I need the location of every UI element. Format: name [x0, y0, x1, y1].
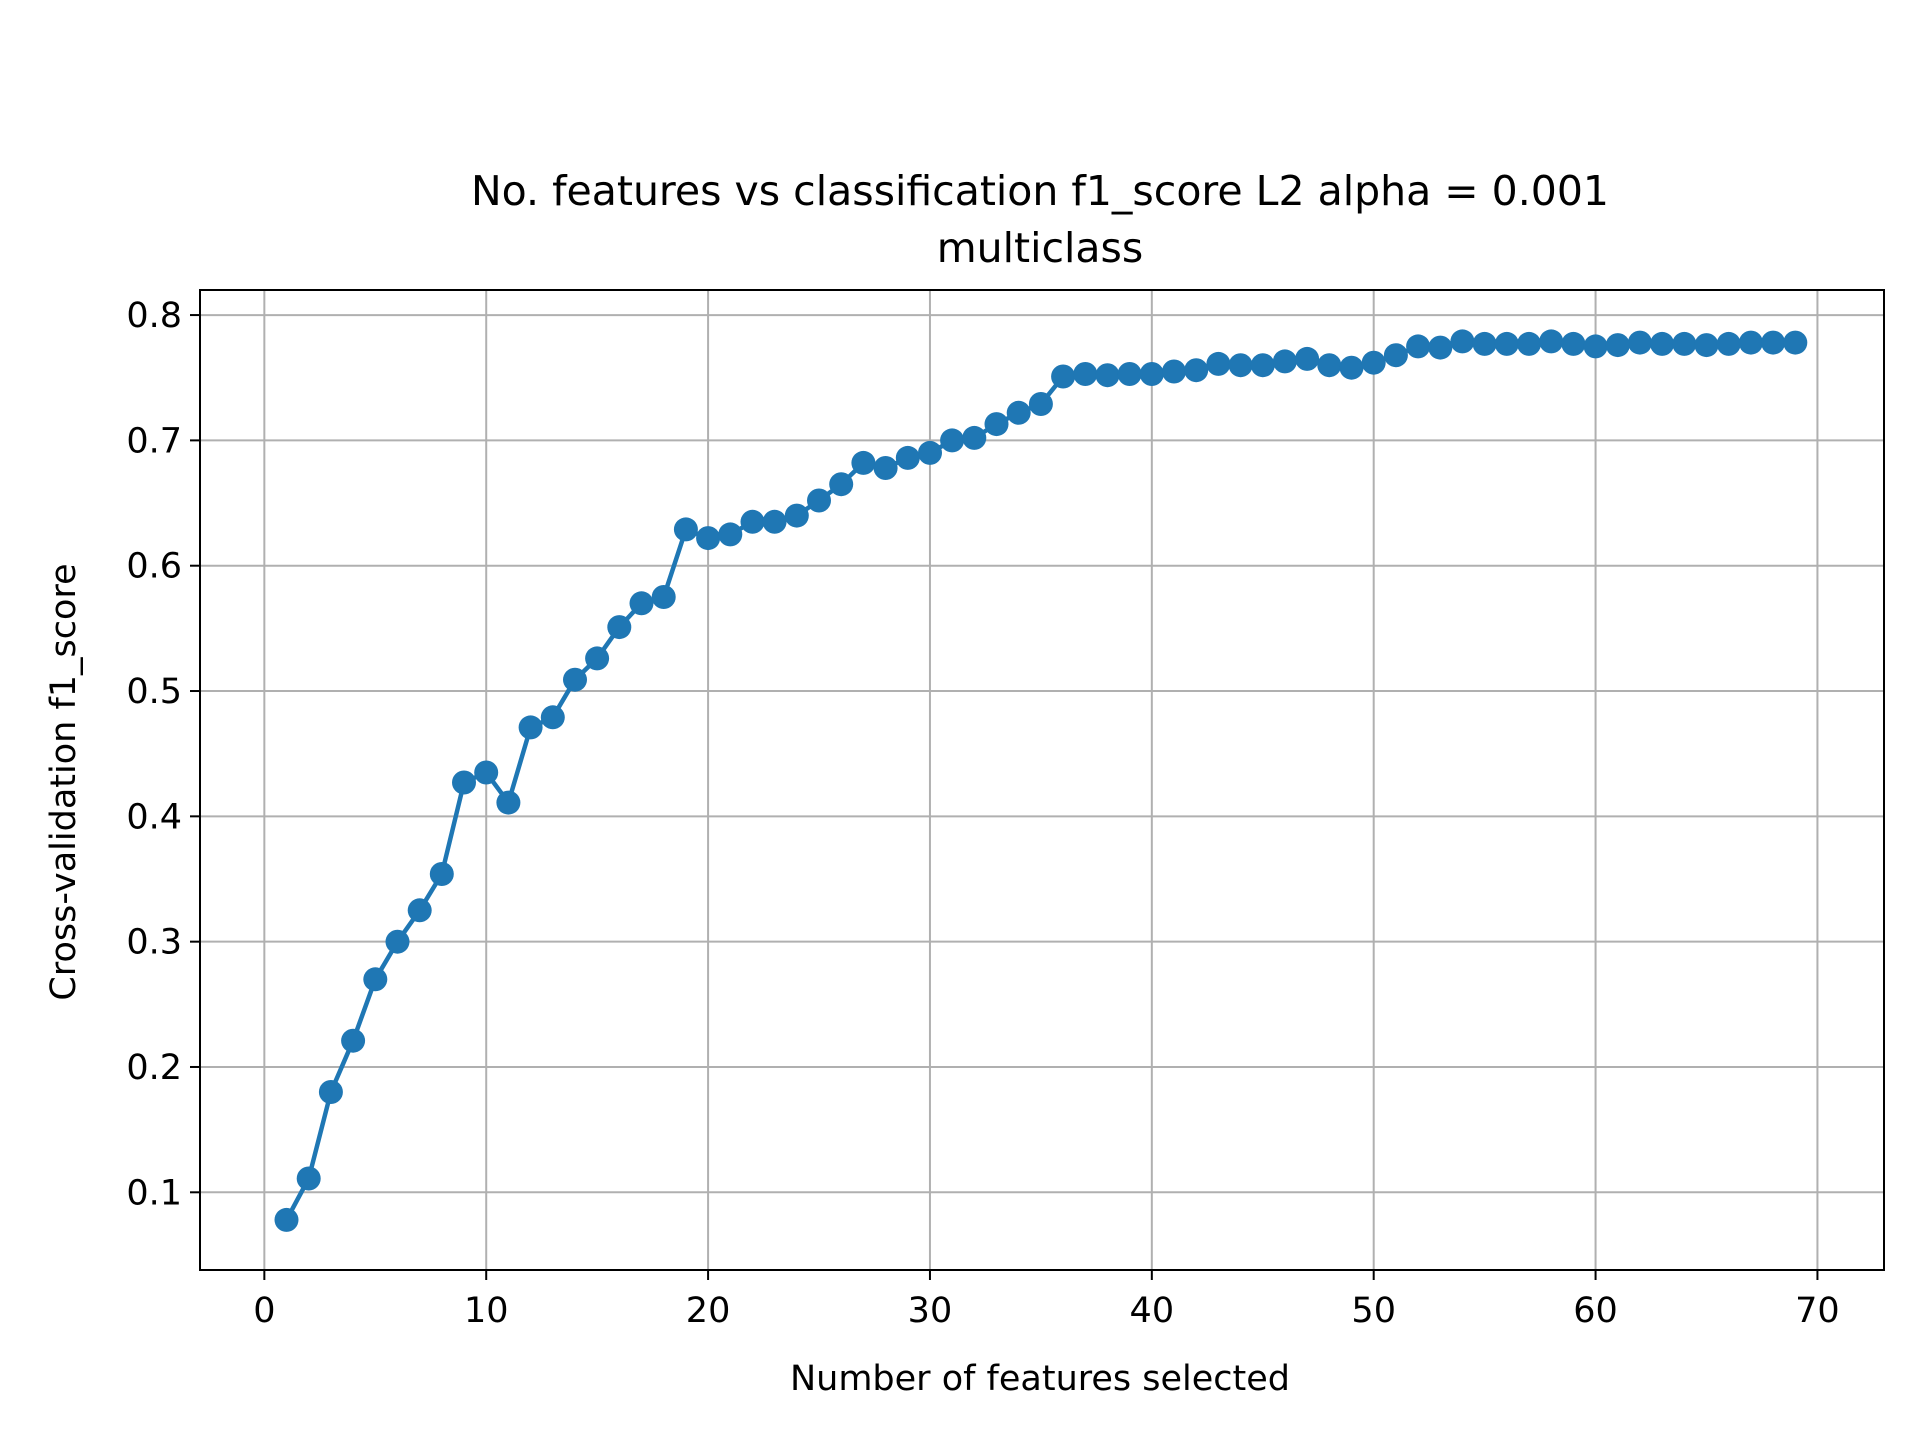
data-point: [1361, 350, 1386, 375]
data-point: [1073, 362, 1098, 386]
data-point: [807, 488, 831, 513]
series-layer: [274, 329, 1808, 1232]
data-point: [385, 929, 410, 954]
data-point: [918, 440, 942, 465]
data-point: [429, 862, 454, 886]
data-point: [784, 503, 809, 528]
data-point: [1472, 331, 1497, 356]
data-point: [1139, 362, 1164, 386]
data-point: [1206, 351, 1231, 376]
data-point: [1428, 335, 1453, 360]
data-point: [895, 445, 920, 470]
data-point: [1783, 330, 1808, 355]
data-point: [607, 615, 632, 640]
data-point: [718, 522, 743, 547]
data-point: [1672, 331, 1697, 356]
data-point: [540, 705, 565, 730]
data-point: [1295, 346, 1320, 371]
x-tick-label: 50: [1351, 1291, 1396, 1331]
data-point: [1539, 329, 1564, 354]
data-point: [496, 790, 521, 815]
x-tick-label: 70: [1795, 1291, 1840, 1331]
data-point: [1494, 331, 1519, 356]
data-point: [363, 967, 388, 992]
data-point: [1051, 364, 1076, 389]
y-tick-label: 0.1: [126, 1173, 182, 1213]
x-tick-label: 30: [908, 1291, 953, 1331]
data-point: [696, 526, 721, 551]
data-point: [1450, 329, 1475, 354]
data-point: [1250, 353, 1275, 378]
x-tick-label: 10: [464, 1291, 509, 1331]
data-point: [585, 646, 610, 671]
data-point: [518, 715, 543, 740]
data-point: [962, 425, 987, 450]
data-point: [1339, 355, 1364, 380]
y-tick-label: 0.6: [126, 547, 182, 587]
data-point: [1627, 330, 1652, 355]
chart-subtitle: multiclass: [937, 224, 1144, 272]
data-point: [740, 509, 765, 534]
data-point: [1095, 363, 1120, 388]
data-point: [1517, 331, 1541, 356]
data-point: [651, 585, 676, 609]
data-point: [1317, 353, 1342, 378]
data-point: [1738, 330, 1763, 355]
data-point: [1184, 358, 1209, 383]
data-point: [1383, 343, 1408, 368]
data-point: [851, 450, 876, 475]
data-point: [984, 412, 1009, 437]
data-point: [1561, 331, 1586, 356]
data-point: [1162, 359, 1186, 384]
data-point: [1650, 331, 1675, 356]
data-point: [1605, 333, 1630, 358]
y-tick-label: 0.8: [126, 296, 182, 336]
data-point: [762, 509, 787, 534]
y-tick-label: 0.2: [126, 1048, 182, 1088]
x-tick-label: 0: [253, 1291, 275, 1331]
y-tick-label: 0.7: [126, 421, 182, 461]
plot-frame: [199, 289, 1885, 1271]
data-point: [1716, 331, 1741, 356]
axes: [190, 289, 1885, 1280]
y-tick-label: 0.3: [126, 923, 182, 963]
data-point: [629, 591, 654, 616]
data-point: [1272, 349, 1297, 374]
data-point: [1117, 362, 1142, 386]
y-tick-label: 0.4: [126, 797, 182, 837]
grid-lines: [200, 290, 1884, 1270]
data-point: [1761, 330, 1786, 355]
data-point: [1694, 333, 1719, 358]
data-point: [940, 428, 965, 453]
x-tick-label: 20: [686, 1291, 731, 1331]
data-point: [407, 898, 432, 923]
data-point: [341, 1028, 366, 1053]
data-point: [873, 456, 898, 480]
data-point: [296, 1166, 321, 1191]
x-tick-label: 40: [1130, 1291, 1175, 1331]
x-tick-label: 60: [1573, 1291, 1618, 1331]
y-axis-label: Cross-validation f1_score: [44, 563, 84, 1000]
data-point: [1406, 334, 1431, 359]
tick-labels: 0 10 20 30 40 50 60 70 0.1 0.2 0.3 0.4 0.5 0.6 0.7 0.8: [126, 296, 1839, 1331]
data-point: [274, 1207, 299, 1232]
data-point: [563, 667, 587, 692]
chart-title: No. features vs classification f1_score …: [471, 167, 1609, 215]
data-point: [1583, 334, 1608, 359]
data-point: [829, 472, 854, 497]
data-point: [1028, 392, 1053, 416]
data-point: [318, 1080, 343, 1104]
y-tick-label: 0.5: [126, 672, 182, 712]
data-point: [474, 760, 499, 785]
data-point: [673, 517, 698, 542]
x-axis-label: Number of features selected: [790, 1359, 1290, 1399]
data-point: [1228, 353, 1253, 378]
data-point: [452, 770, 476, 795]
data-point: [1006, 400, 1031, 425]
